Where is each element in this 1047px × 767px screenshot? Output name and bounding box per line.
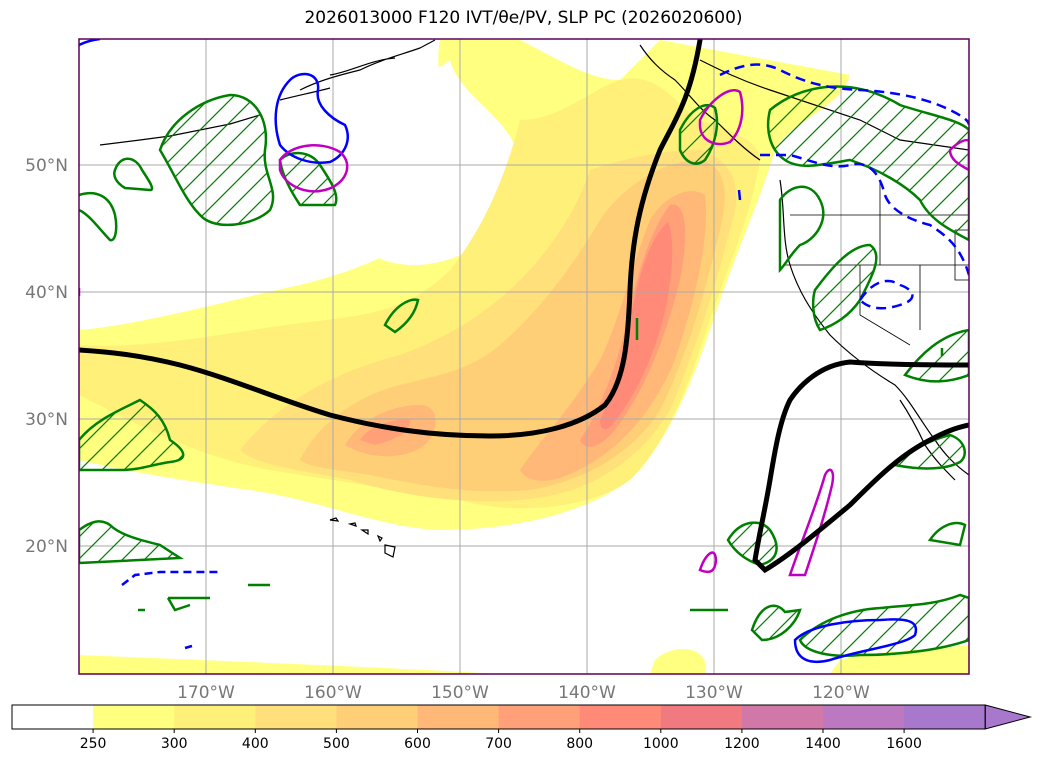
colorbar-segment	[12, 705, 94, 729]
pv-green-coastal	[678, 104, 719, 165]
pv-green-tropic2	[927, 521, 967, 547]
lon-axis: 170°W 160°W 150°W 140°W 130°W 120°W	[177, 683, 870, 703]
pv-green-west1	[113, 157, 154, 192]
colorbar-segment	[823, 705, 905, 729]
colorbar-label-600: 600	[404, 736, 431, 752]
state-borders	[785, 180, 969, 346]
colorbar-label-500: 500	[323, 736, 350, 752]
pv-green-gulf	[278, 151, 338, 207]
colorbar-label-1400: 1400	[805, 736, 841, 752]
colorbar-extend-arrow	[984, 704, 1033, 730]
pv-blue-ne	[719, 63, 969, 276]
pv-blue-small	[121, 570, 220, 586]
lat-label-40: 40°N	[25, 283, 68, 303]
colorbar-label-700: 700	[485, 736, 512, 752]
pv-magenta-ne	[948, 138, 969, 172]
pv-green-small2	[166, 596, 210, 612]
pv-green-regions	[79, 85, 969, 657]
slp-east	[752, 359, 969, 574]
lat-label-20: 20°N	[25, 537, 68, 557]
colorbar-segment	[336, 705, 418, 729]
colorbar-label-400: 400	[242, 736, 269, 752]
colorbar-label-800: 800	[566, 736, 593, 752]
pv-blue-gulf	[274, 72, 349, 164]
pv-green-aleutian	[158, 93, 275, 227]
map-frame	[78, 38, 970, 675]
colorbar-label-1600: 1600	[886, 736, 922, 752]
pv-green-ne	[766, 85, 969, 242]
slp-main	[79, 39, 703, 439]
colorbar-segment	[417, 705, 500, 729]
ivt-700-region	[360, 204, 686, 447]
pv-magenta-regions	[79, 89, 969, 577]
hawaii	[329, 517, 396, 558]
lon-label-140: 140°W	[558, 683, 616, 703]
colorbar-segment	[255, 705, 337, 729]
pv-blue-interior	[858, 279, 914, 310]
map-title: 2026013000 F120 IVT/θe/PV, SLP PC (20260…	[304, 8, 743, 28]
pv-magenta-coast	[698, 89, 744, 146]
pv-blue-regions	[79, 39, 969, 664]
pv-green-tropic1	[726, 521, 778, 567]
colorbar-label-250: 250	[80, 736, 107, 752]
alaska-coast	[279, 39, 436, 101]
pv-green-west2	[79, 191, 118, 242]
colorbar-segment	[741, 705, 824, 729]
lat-axis: 50°N 40°N 30°N 20°N	[25, 156, 68, 557]
ivt-250-south	[79, 655, 500, 674]
pv-green-se	[903, 328, 969, 383]
lon-label-160: 160°W	[304, 683, 362, 703]
colorbar-label-300: 300	[161, 736, 188, 752]
colorbar-segment	[93, 705, 175, 729]
lon-label-120: 120°W	[812, 683, 870, 703]
slp-contours	[79, 39, 969, 574]
pv-magenta-gulf	[278, 144, 349, 193]
colorbar-segment	[498, 705, 581, 729]
map-area	[79, 39, 969, 674]
colorbar-label-1000: 1000	[643, 736, 679, 752]
pv-green-sw	[79, 520, 184, 565]
lat-label-50: 50°N	[25, 156, 68, 176]
pv-green-small1	[383, 298, 420, 334]
lat-label-30: 30°N	[25, 410, 68, 430]
pv-blue-tropic	[793, 618, 918, 664]
colorbar-segment	[904, 705, 986, 729]
lon-label-170: 170°W	[177, 683, 235, 703]
pv-green-subtrop	[79, 398, 185, 472]
ivt-250-hole	[328, 60, 520, 266]
pv-green-coast2	[778, 185, 825, 274]
colorbar-segment	[174, 705, 256, 729]
colorbar: 250 300 400 500 600 700 800 1000 1200 1400 1600	[11, 704, 1033, 752]
colorbar-label-1200: 1200	[724, 736, 760, 752]
colorbar-segment	[660, 705, 743, 729]
lon-label-130: 130°W	[685, 683, 743, 703]
panhandle-coast	[639, 44, 761, 161]
pv-magenta-tropic1	[698, 551, 718, 574]
colorbar-segment	[579, 705, 662, 729]
pv-magenta-tropic2	[788, 468, 835, 577]
ivt-250-south2	[650, 648, 705, 674]
pv-green-dash	[138, 583, 728, 612]
lon-label-150: 150°W	[431, 683, 489, 703]
ivt-250-south3	[830, 645, 969, 674]
pv-blue-tick	[184, 189, 742, 650]
pv-green-tropic3	[750, 604, 802, 642]
